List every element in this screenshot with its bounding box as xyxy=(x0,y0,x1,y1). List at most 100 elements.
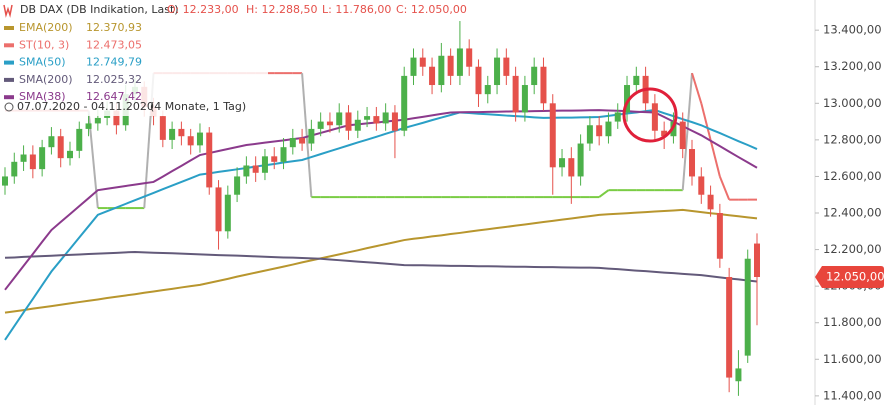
supertrend-segment xyxy=(301,73,313,198)
candle-body xyxy=(382,112,389,124)
candle-body xyxy=(689,149,696,177)
date-range: 07.07.2020 - 04.11.2020 xyxy=(17,100,154,113)
candle-body xyxy=(735,368,742,382)
candle-body xyxy=(456,48,463,76)
candle-body xyxy=(726,277,733,378)
candle-body xyxy=(196,132,203,146)
candle-body xyxy=(187,136,194,146)
candle-body xyxy=(503,57,510,76)
candle-body xyxy=(289,138,296,148)
legend-swatch xyxy=(4,43,14,48)
candle-body xyxy=(661,130,668,137)
candle-body xyxy=(20,154,27,162)
y-tick-label: 11.600,00 xyxy=(823,352,882,366)
candle-body xyxy=(215,187,222,232)
candle-body xyxy=(614,112,621,122)
candle-body xyxy=(85,123,92,129)
candle-body xyxy=(66,150,73,159)
candle-body xyxy=(39,147,46,170)
supertrend-segment xyxy=(709,139,721,177)
candle-body xyxy=(540,66,547,104)
candle-body xyxy=(354,119,361,131)
candle-body xyxy=(633,75,640,86)
legend-name: SMA(38) xyxy=(19,90,66,103)
plot-area xyxy=(2,21,760,396)
legend: DB DAX (DB Indikation, Last) 07.07.2020 … xyxy=(0,0,467,116)
y-tick-label: 11.800,00 xyxy=(823,315,882,329)
y-tick-label: 13.400,00 xyxy=(823,23,882,37)
supertrend-segment xyxy=(718,176,731,201)
highlight-circle xyxy=(622,87,678,143)
candle-body xyxy=(2,176,8,186)
ohlc-label: H: 12.288,50 xyxy=(246,3,317,16)
candle-body xyxy=(754,243,760,278)
legend-name: SMA(200) xyxy=(19,73,73,86)
legend-swatch xyxy=(4,77,14,82)
legend-name: SMA(50) xyxy=(19,56,66,69)
legend-value: 12.749,79 xyxy=(86,56,142,69)
chart-title: DB DAX (DB Indikation, Last) xyxy=(20,3,179,16)
candle-body xyxy=(521,85,528,113)
candle-body xyxy=(336,112,343,126)
supertrend-segment xyxy=(598,189,610,198)
candle-body xyxy=(744,258,751,356)
candle-body xyxy=(475,66,482,95)
candle-body xyxy=(261,156,268,173)
y-tick-label: 13.000,00 xyxy=(823,96,882,110)
supertrend-segment xyxy=(681,73,694,191)
candle-body xyxy=(280,147,287,162)
y-tick-label: 12.800,00 xyxy=(823,132,882,146)
candle-body xyxy=(577,143,584,177)
candle-body xyxy=(234,176,241,195)
candle-body xyxy=(243,165,250,177)
last-price-badge xyxy=(815,266,884,289)
candle-body xyxy=(299,138,306,144)
candle-body xyxy=(568,158,575,177)
legend-swatch xyxy=(4,95,14,100)
candle-body xyxy=(401,75,408,131)
candle-body xyxy=(169,128,176,140)
y-tick-label: 12.600,00 xyxy=(823,169,882,183)
candle-body xyxy=(391,112,398,131)
candle-body xyxy=(698,176,705,195)
legend-background xyxy=(0,0,268,116)
candle-body xyxy=(308,128,315,144)
candle-body xyxy=(410,57,417,76)
candle-body xyxy=(679,121,686,150)
candle-body xyxy=(549,103,556,168)
candle-body xyxy=(345,112,352,131)
last-price-label: 12.050,00 xyxy=(826,270,885,284)
candle-body xyxy=(651,103,658,131)
indicator-line xyxy=(4,250,758,283)
candle-body xyxy=(707,194,714,210)
candle-body xyxy=(419,57,426,67)
legend-value: 12.473,05 xyxy=(86,38,142,51)
symbol-icon xyxy=(3,4,13,18)
candle-body xyxy=(559,158,566,168)
legend-value: 12.025,32 xyxy=(86,73,142,86)
period: (4 Monate, 1 Tag) xyxy=(150,100,246,113)
candle-body xyxy=(271,156,278,162)
legend-swatch xyxy=(4,26,14,30)
candle-body xyxy=(48,136,55,148)
candle-body xyxy=(76,128,83,151)
ohlc-label: C: 12.050,00 xyxy=(396,3,467,16)
y-tick-label: 13.200,00 xyxy=(823,59,882,73)
candle-body xyxy=(224,194,231,232)
ohlc-label: O: 12.233,00 xyxy=(167,3,239,16)
candle-body xyxy=(94,117,101,124)
candle-body xyxy=(438,55,445,86)
supertrend-segment xyxy=(691,72,703,104)
candle-body xyxy=(29,154,36,170)
candle-body xyxy=(113,110,120,126)
candle-body xyxy=(178,128,185,137)
candle-body xyxy=(596,125,603,137)
y-tick-label: 11.400,00 xyxy=(823,388,882,402)
clock-icon xyxy=(4,102,14,112)
y-tick-label: 12.400,00 xyxy=(823,206,882,220)
candle-body xyxy=(605,121,612,137)
candle-body xyxy=(531,66,538,86)
candle-body xyxy=(484,85,491,95)
legend-swatch xyxy=(4,60,14,65)
